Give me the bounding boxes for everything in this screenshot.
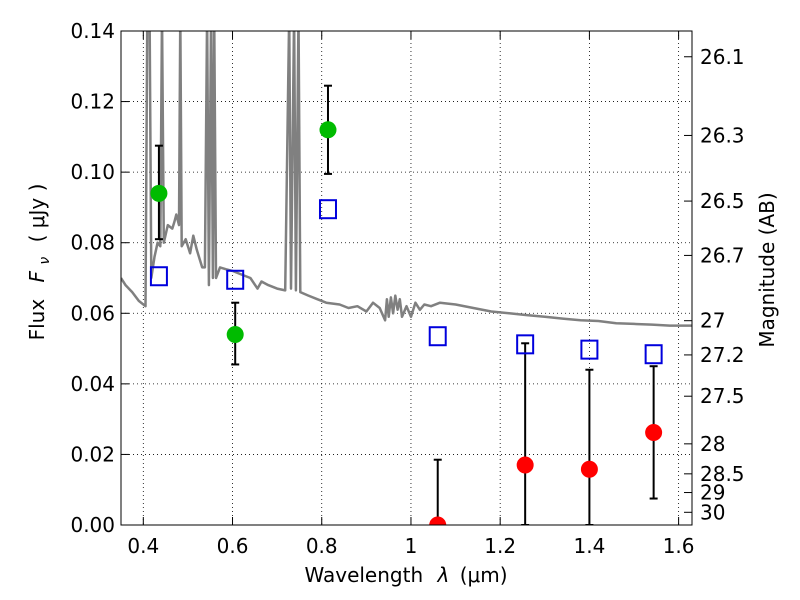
y-tick-label: 0.14 xyxy=(70,19,115,43)
y-tick-label: 0.00 xyxy=(70,513,115,537)
y-tick-label: 0.04 xyxy=(70,372,115,396)
model-photometry-point xyxy=(318,199,337,220)
y2-tick-label: 28 xyxy=(700,432,725,456)
spectrum-layer xyxy=(121,31,692,327)
x-axis-title-text: Wavelength xyxy=(304,563,423,587)
y2-tick-label: 27.2 xyxy=(700,343,745,367)
x-axis-title-symbol: λ xyxy=(437,563,450,587)
y-axis-title-text: Flux xyxy=(25,299,49,341)
y2-tick-label: 30 xyxy=(700,500,725,524)
y2-tick-label: 26.5 xyxy=(700,189,745,213)
x-tick-label: 1 xyxy=(405,534,418,558)
x-tick-label: 0.6 xyxy=(217,534,249,558)
y2-tick-label: 26.7 xyxy=(700,243,745,267)
y2-tick-label: 29 xyxy=(700,481,725,505)
y2-tick-label: 26.1 xyxy=(700,45,745,69)
y-tick-label: 0.10 xyxy=(70,160,115,184)
x-tick-label: 1.6 xyxy=(663,534,695,558)
model-photometry-point xyxy=(428,326,447,347)
y2-axis-title: Magnitude (AB) xyxy=(755,192,779,347)
model-photometry-point xyxy=(149,266,168,287)
detections-point xyxy=(226,325,244,343)
model-photometry-point xyxy=(516,334,535,355)
y-axis-title-symbol: F xyxy=(25,270,49,282)
model-spectrum-line xyxy=(121,31,692,327)
plot-frame xyxy=(120,30,693,526)
detections-point xyxy=(319,121,337,139)
model-photometry-point xyxy=(580,339,599,360)
y-tick-label: 0.08 xyxy=(70,231,115,255)
y-axis-title-subscript: ν xyxy=(37,257,53,265)
non-detections-point xyxy=(645,424,663,442)
x-axis-title-unit: (μm) xyxy=(460,563,508,587)
x-axis-title: Wavelength λ (μm) xyxy=(304,563,507,587)
model-photometry-point xyxy=(644,344,663,365)
detections-point xyxy=(150,184,168,202)
y-tick-label: 0.12 xyxy=(70,90,115,114)
non-detections-point xyxy=(516,456,534,474)
x-tick-label: 1.4 xyxy=(573,534,605,558)
y-axis-title: Flux F ν ( μJy ) xyxy=(25,184,54,341)
x-tick-label: 0.8 xyxy=(306,534,338,558)
non-detections-point xyxy=(429,516,447,525)
model-photometry-point xyxy=(226,269,245,290)
y-tick-label: 0.06 xyxy=(70,301,115,325)
marker-layer xyxy=(149,121,663,525)
y2-tick-label: 27.5 xyxy=(700,384,745,408)
non-detections-point xyxy=(580,460,598,478)
y-axis-title-unit: ( μJy ) xyxy=(25,184,49,243)
x-tick-label: 1.2 xyxy=(484,534,516,558)
y2-tick-label: 28.5 xyxy=(700,462,745,486)
tick-layer: 0.4 0.6 0.8 1 1.2 1.4 1.6 0.00 0.02 0.04 0.06 0.08 0… xyxy=(70,19,744,558)
y2-tick-label: 26.3 xyxy=(700,123,745,147)
y2-tick-label: 27 xyxy=(700,309,725,333)
x-tick-label: 0.4 xyxy=(127,534,159,558)
y-tick-label: 0.02 xyxy=(70,442,115,466)
